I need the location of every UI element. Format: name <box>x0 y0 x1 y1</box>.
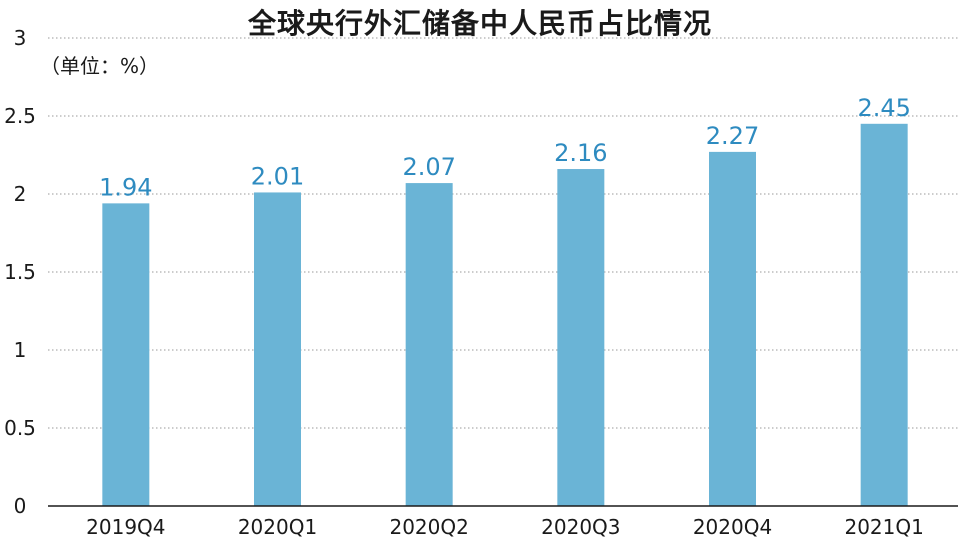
y-tick-label: 1.5 <box>4 260 36 284</box>
data-label: 1.94 <box>99 173 152 201</box>
unit-label: （单位：%） <box>40 54 160 78</box>
bar <box>254 192 301 506</box>
bar <box>102 203 150 507</box>
gridlines <box>48 37 958 429</box>
x-tick-label: 2020Q2 <box>389 515 468 539</box>
bars: 1.94 2.01 2.07 2.16 2.27 2.45 <box>99 94 911 507</box>
y-tick-label: 2.5 <box>4 104 36 128</box>
x-tick-label: 2020Q3 <box>541 515 620 539</box>
data-label: 2.45 <box>857 94 910 122</box>
bar <box>405 183 453 506</box>
bar <box>557 169 605 507</box>
bar <box>709 151 756 506</box>
data-label: 2.16 <box>554 139 607 167</box>
chart-title: 全球央行外汇储备中人民币占比情况 <box>247 7 712 40</box>
y-tick-label: 0 <box>14 494 27 518</box>
y-tick-label: 0.5 <box>4 416 36 440</box>
y-axis: 0 0.5 1 1.5 2 2.5 3 <box>4 26 36 518</box>
x-axis: 2019Q4 2020Q1 2020Q2 2020Q3 2020Q4 2021Q1 <box>48 505 958 539</box>
y-tick-label: 2 <box>14 182 27 206</box>
y-tick-label: 1 <box>14 338 27 362</box>
data-label: 2.07 <box>402 153 455 181</box>
bar <box>860 123 908 507</box>
x-tick-label: 2020Q1 <box>238 515 317 539</box>
x-tick-label: 2019Q4 <box>86 515 165 539</box>
data-label: 2.01 <box>251 162 304 190</box>
y-tick-label: 3 <box>14 26 27 50</box>
data-label: 2.27 <box>706 122 759 150</box>
x-tick-label: 2021Q1 <box>844 515 923 539</box>
x-tick-label: 2020Q4 <box>693 515 772 539</box>
